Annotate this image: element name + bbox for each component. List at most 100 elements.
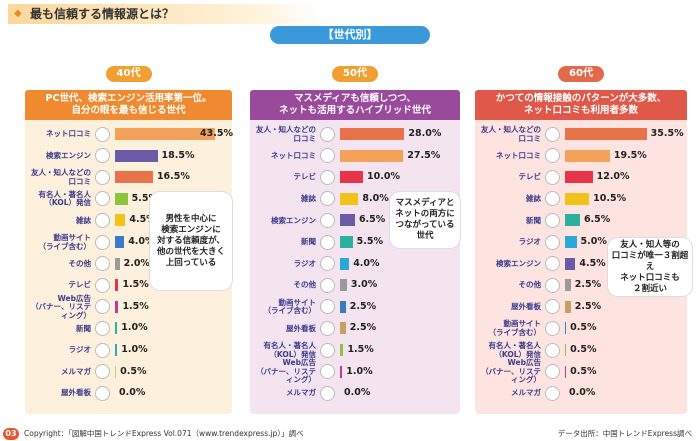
category-icon	[95, 364, 110, 380]
bar	[340, 128, 405, 140]
category-icon	[95, 169, 110, 185]
category-icon	[95, 126, 110, 142]
bar	[115, 236, 125, 248]
page-title: 最も信頼する情報源とは？	[8, 4, 320, 24]
bar	[565, 214, 580, 227]
category-icon	[320, 385, 335, 401]
category-label: テレビ	[293, 172, 317, 182]
bar	[565, 279, 571, 292]
category-label: Web広告 （バナー、リスティング）	[481, 358, 541, 385]
value-label: 1.0%	[346, 365, 373, 377]
bar	[340, 322, 346, 335]
category-label: ネット口コミ	[46, 129, 91, 139]
value-label: 2.0%	[123, 257, 150, 269]
bar	[340, 257, 350, 270]
value-label: 1.5%	[122, 300, 149, 312]
category-icon	[95, 385, 110, 401]
category-label: メルマガ	[61, 366, 91, 376]
category-label: 屋外看板	[286, 323, 316, 333]
category-label: ラジオ	[293, 258, 316, 268]
value-label: 28.0%	[408, 128, 442, 139]
bar	[340, 236, 353, 248]
category-icon	[95, 212, 110, 228]
value-label: 43.5%	[200, 128, 233, 139]
value-label: 35.5%	[650, 128, 684, 139]
value-label: 0.5%	[570, 365, 597, 377]
value-label: 4.5%	[579, 257, 606, 269]
category-icon	[545, 169, 560, 185]
category-icon	[545, 277, 560, 293]
category-label: 友人・知人などの 口コミ	[481, 125, 541, 143]
category-label: Web広告 （バナー、リスティング）	[256, 358, 316, 385]
category-label: 屋外看板	[511, 302, 541, 312]
category-icon	[320, 169, 335, 185]
value-label: 2.5%	[349, 322, 377, 334]
bar	[565, 192, 590, 205]
bar	[115, 192, 128, 205]
bar	[340, 365, 343, 378]
category-label: 新聞	[301, 237, 316, 247]
category-label: ラジオ	[518, 237, 541, 247]
bar	[340, 300, 346, 313]
bar	[340, 344, 344, 356]
category-label: 新聞	[76, 323, 91, 333]
value-label: 4.0%	[353, 257, 380, 269]
bar	[115, 344, 118, 356]
bar	[115, 322, 118, 335]
value-label: 0.0%	[569, 387, 596, 399]
age-label: 50代	[332, 66, 378, 82]
bar	[565, 128, 647, 140]
value-label: 1.5%	[122, 279, 149, 291]
bar	[565, 300, 571, 313]
category-label: 検索エンジン	[271, 215, 316, 225]
category-label: 友人・知人などの 口コミ	[31, 168, 91, 186]
value-label: 10.5%	[593, 192, 627, 204]
category-label: テレビ	[518, 172, 542, 182]
panel-headline: マスメディアも信頼しつつ、 ネットも活用するハイブリッド世代	[250, 90, 460, 120]
category-icon	[95, 342, 110, 358]
category-icon	[95, 256, 110, 272]
category-label: ネット口コミ	[271, 150, 316, 160]
value-label: 6.5%	[583, 214, 611, 226]
value-label: 6.5%	[358, 214, 386, 226]
bar	[340, 149, 404, 162]
annotation: 男性を中心に 検索エンジンに 対する信頼度が、 他の世代を大きく 上回っている	[150, 192, 232, 290]
value-label: 2.5%	[349, 300, 377, 312]
category-label: 有名人・著名人 （KOL）発信	[263, 341, 317, 359]
category-icon	[320, 126, 335, 142]
category-label: その他	[68, 258, 92, 268]
bar	[115, 279, 119, 292]
panel-body	[250, 120, 460, 414]
category-icon	[545, 342, 560, 358]
value-label: 19.5%	[613, 149, 647, 161]
annotation: 友人・知人等の 口コミが唯一３割超え ネット口コミも ２割近い	[608, 238, 692, 296]
category-icon	[320, 277, 335, 293]
panel-headline: PC世代、検索エンジン活用率第一位。 自分の眼を最も信じる世代	[25, 90, 232, 120]
category-icon	[320, 299, 335, 315]
value-label: 0.0%	[344, 387, 371, 399]
bar	[115, 128, 216, 140]
age-label: 60代	[558, 66, 604, 82]
category-label: 新聞	[526, 215, 541, 225]
value-label: 0.5%	[570, 322, 597, 334]
value-label: 3.0%	[350, 279, 378, 291]
category-label: 友人・知人などの 口コミ	[256, 125, 316, 143]
value-label: 1.0%	[121, 322, 148, 334]
category-icon	[320, 212, 335, 228]
bar	[565, 236, 577, 248]
category-icon	[545, 364, 560, 380]
value-label: 2.5%	[574, 300, 602, 312]
value-label: 5.0%	[580, 236, 607, 247]
bar	[565, 149, 610, 162]
category-icon	[320, 148, 335, 164]
category-label: 動画サイト （ライブ含む）	[488, 319, 542, 337]
value-label: 4.5%	[129, 214, 156, 226]
source: データ出所：中国トレンドExpress調べ	[557, 429, 692, 438]
category-label: 雑誌	[76, 215, 91, 225]
bar	[565, 171, 593, 184]
value-label: 8.0%	[362, 192, 389, 204]
annotation: マスメディアと ネットの両方に つながっている 世代	[390, 192, 460, 248]
bar	[115, 171, 153, 184]
category-label: 動画サイト （ライブ含む）	[38, 233, 92, 251]
